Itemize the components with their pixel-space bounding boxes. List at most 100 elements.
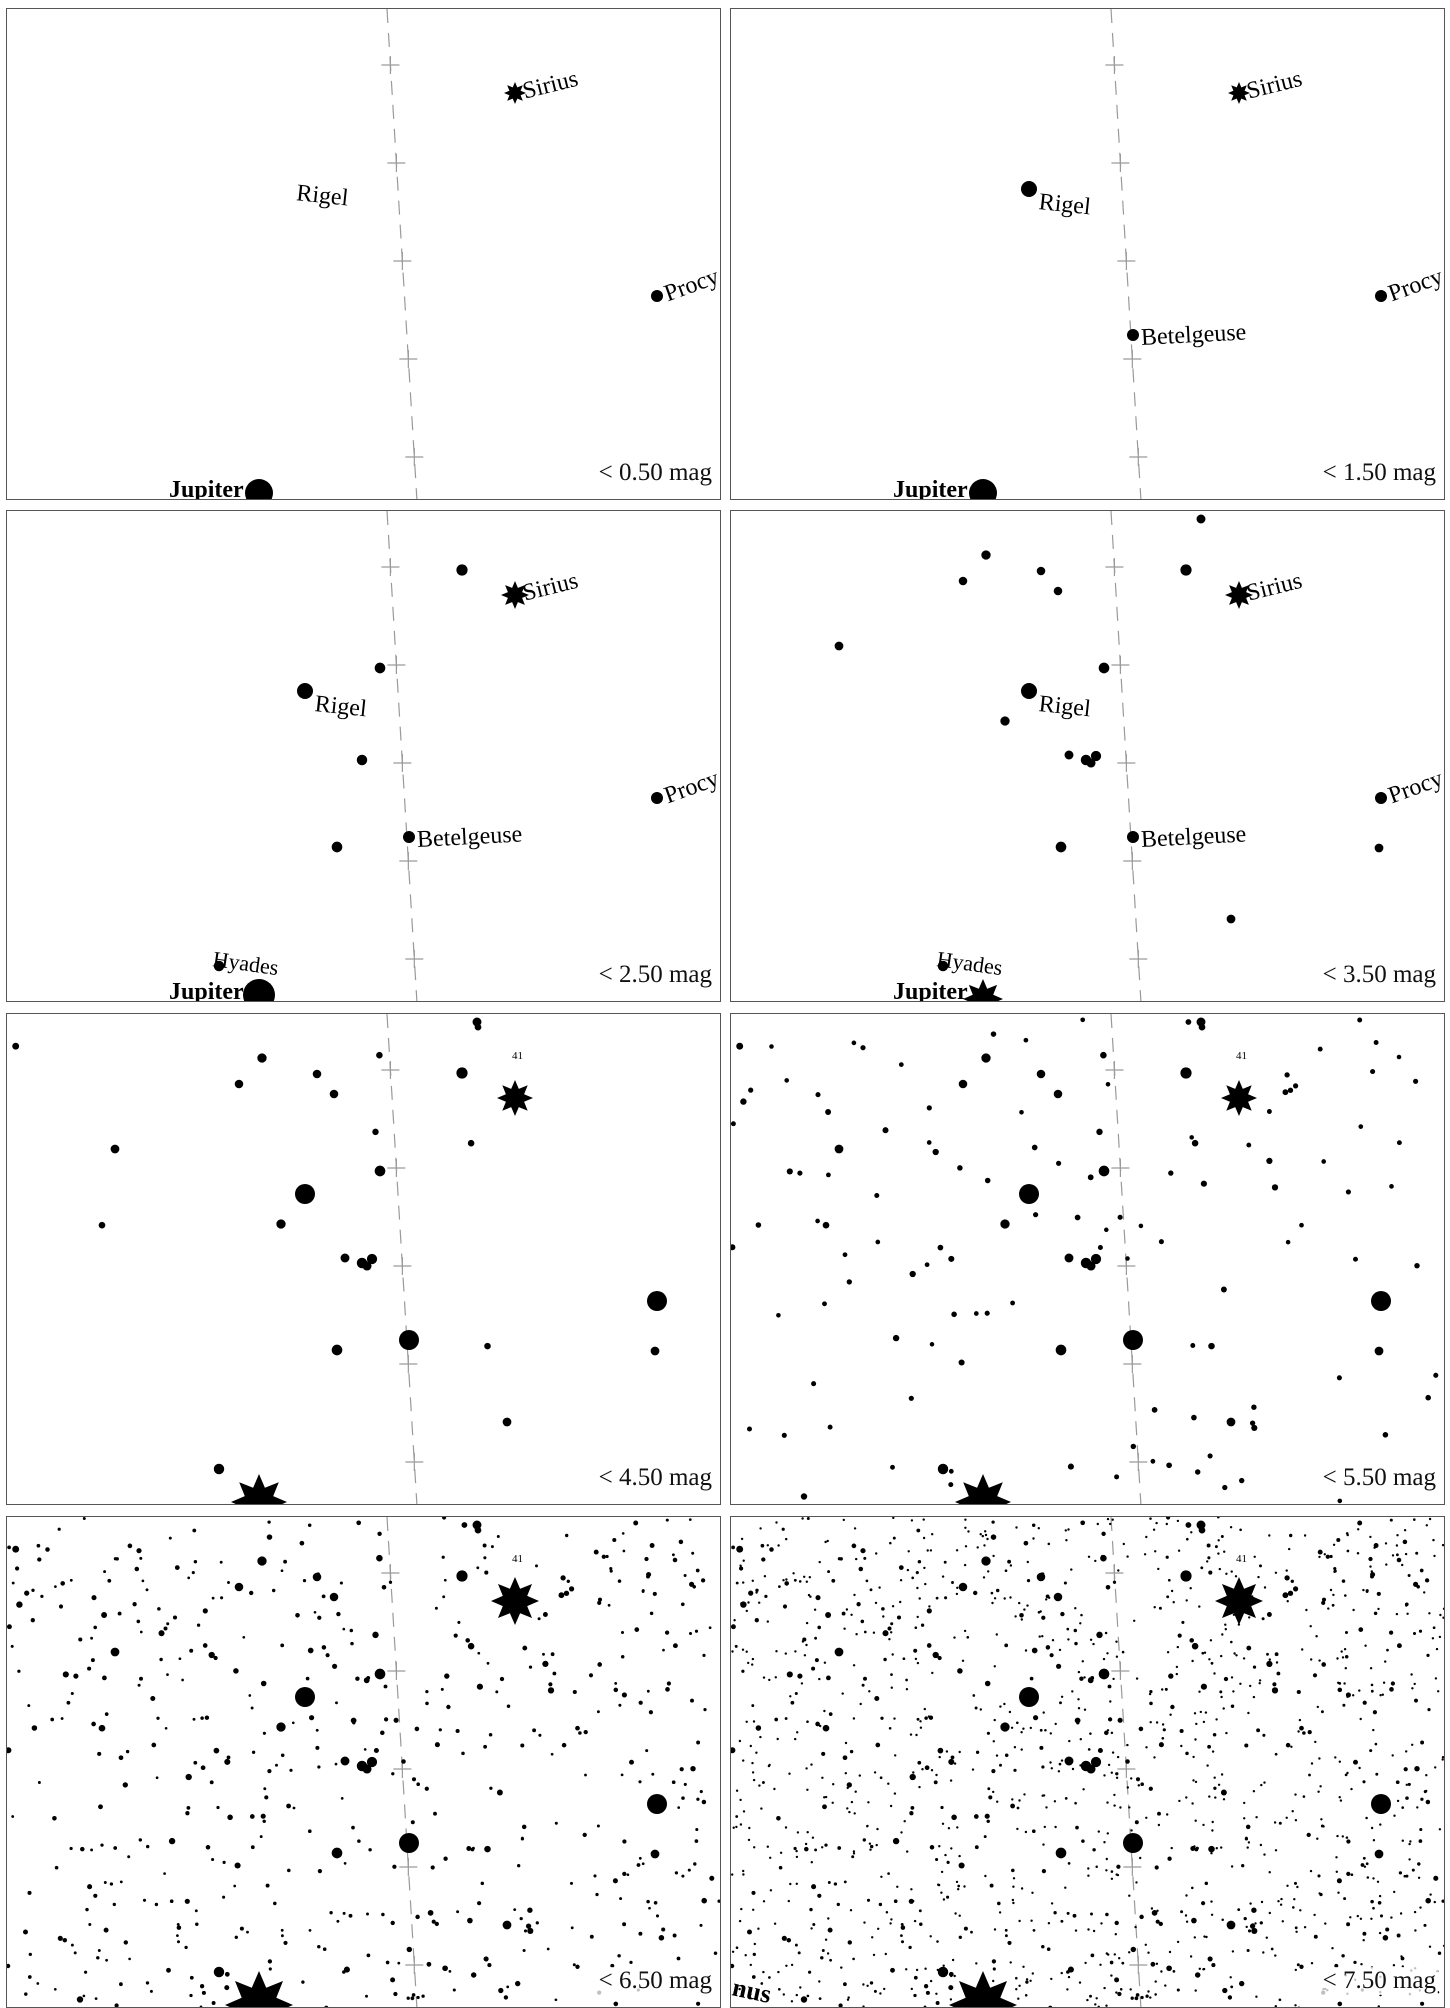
- star: [332, 842, 343, 853]
- star: [696, 1569, 700, 1573]
- star: [1310, 1658, 1312, 1660]
- star: [415, 1915, 419, 1919]
- star: [1385, 1563, 1387, 1565]
- star: [935, 1993, 937, 1995]
- ecliptic-marker: [1123, 350, 1141, 368]
- star: [260, 1835, 263, 1838]
- star: [1096, 1632, 1102, 1638]
- star: [90, 1848, 93, 1851]
- star: [1012, 1899, 1014, 1901]
- star: [1045, 1598, 1047, 1600]
- ecliptic-marker: [1105, 1564, 1123, 1582]
- star: [665, 1687, 670, 1692]
- star: [1118, 1957, 1120, 1959]
- star: [29, 1953, 32, 1956]
- star: [1051, 1902, 1053, 1904]
- star: [828, 1928, 833, 1933]
- star: [365, 1995, 368, 1998]
- star: [992, 1555, 994, 1557]
- star: [1166, 1965, 1172, 1971]
- star: [768, 1976, 771, 1979]
- star: [629, 1961, 632, 1964]
- star: [843, 1982, 847, 1986]
- star: [789, 1695, 791, 1697]
- star: [1058, 1770, 1060, 1772]
- betelgeuse-marker: [1127, 831, 1139, 843]
- star: [1197, 515, 1206, 524]
- star: [927, 1140, 932, 1145]
- star: [1160, 1970, 1162, 1972]
- star: [1065, 1529, 1067, 1531]
- star: [93, 1626, 97, 1630]
- star: [888, 1638, 890, 1640]
- star: [38, 1781, 41, 1784]
- sirius-marker: [497, 1080, 533, 1116]
- star: [1159, 1239, 1164, 1244]
- star: [1280, 1898, 1282, 1900]
- ecliptic-marker: [381, 558, 399, 576]
- star: [964, 1527, 966, 1529]
- star: [1342, 1579, 1346, 1583]
- star: [476, 1566, 479, 1569]
- star: [1202, 1968, 1204, 1970]
- star: [750, 1745, 752, 1747]
- star: [1426, 1524, 1428, 1526]
- star: [889, 1922, 891, 1924]
- star: [1033, 1212, 1038, 1217]
- star: [653, 1592, 657, 1596]
- star: [308, 1524, 311, 1527]
- star: [114, 2003, 118, 2007]
- star: [1177, 1988, 1180, 1991]
- star: [1264, 1586, 1266, 1588]
- betelgeuse-marker: [1123, 1833, 1143, 1853]
- star: [1106, 1652, 1108, 1654]
- star: [962, 1660, 964, 1662]
- star: [1088, 1748, 1091, 1751]
- star: [1108, 1764, 1110, 1766]
- star: [1195, 1723, 1197, 1725]
- star: [1210, 1639, 1212, 1641]
- star: [124, 1940, 128, 1944]
- star: [1059, 1701, 1062, 1704]
- star: [1230, 1526, 1232, 1528]
- star: [308, 1648, 314, 1654]
- star: [1150, 1721, 1152, 1723]
- star: [1117, 1992, 1121, 1996]
- star: [1056, 842, 1067, 853]
- star: [1095, 1866, 1098, 1869]
- star: [1018, 1602, 1020, 1604]
- star: [1088, 1174, 1094, 1180]
- star: [105, 1959, 108, 1962]
- star: [742, 1873, 744, 1875]
- star: [1158, 1824, 1160, 1826]
- star: [906, 1688, 908, 1690]
- star: [1375, 1743, 1378, 1746]
- star-designation-label: 41: [1236, 1050, 1247, 1062]
- ecliptic-marker: [405, 950, 423, 968]
- star: [377, 1670, 382, 1675]
- star: [1208, 1453, 1213, 1458]
- star: [801, 1682, 803, 1684]
- star: [987, 1732, 990, 1735]
- star: [193, 1718, 196, 1721]
- star: [286, 1804, 291, 1809]
- star: [695, 1630, 698, 1633]
- star: [1139, 1915, 1143, 1919]
- star: [1400, 1912, 1402, 1914]
- hyades-label: Hyades: [211, 946, 280, 980]
- star: [921, 1624, 924, 1627]
- star: [323, 1947, 327, 1951]
- star: [1113, 1804, 1115, 1806]
- star: [1352, 1694, 1354, 1696]
- star: [667, 1681, 671, 1685]
- star: [1405, 1553, 1407, 1555]
- star: [1086, 1261, 1095, 1270]
- star: [444, 1673, 449, 1678]
- star: [690, 1699, 694, 1703]
- star: [1181, 1621, 1184, 1624]
- star: [177, 1925, 182, 1930]
- star: [538, 1734, 541, 1737]
- star: [189, 1649, 193, 1653]
- star: [1016, 1828, 1018, 1830]
- star: [431, 1865, 435, 1869]
